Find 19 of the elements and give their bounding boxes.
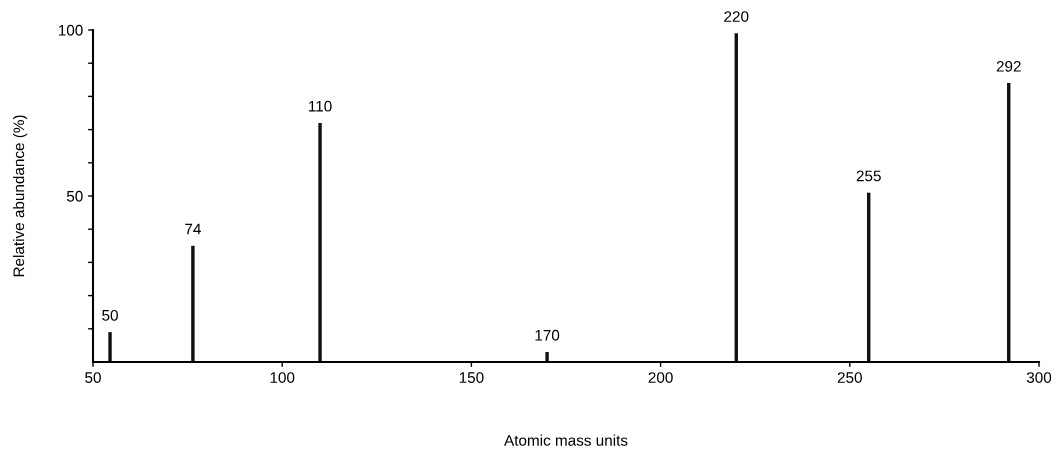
y-axis-title: Relative abundance (%) (12, 115, 28, 277)
bar (545, 352, 549, 362)
x-tick-label: 200 (648, 372, 673, 383)
annotation: 110 (309, 100, 332, 112)
x-tick-label: 50 (85, 372, 101, 383)
x-tick-label: 250 (837, 372, 862, 383)
annotation: 220 (724, 11, 749, 22)
annotation: 170 (535, 329, 560, 341)
x-axis-title: Atomic mass units (504, 434, 628, 446)
bar (191, 245, 195, 362)
annotation: 50 (102, 309, 118, 321)
annotation: 255 (856, 170, 881, 182)
bar (318, 122, 322, 362)
annotation: 74 (185, 223, 201, 235)
bar (108, 332, 112, 362)
x-tick-label: 300 (1026, 372, 1052, 383)
x-tick-label: 100 (270, 372, 295, 383)
x-tick-label: 150 (459, 372, 484, 383)
annotation: 292 (996, 60, 1021, 72)
